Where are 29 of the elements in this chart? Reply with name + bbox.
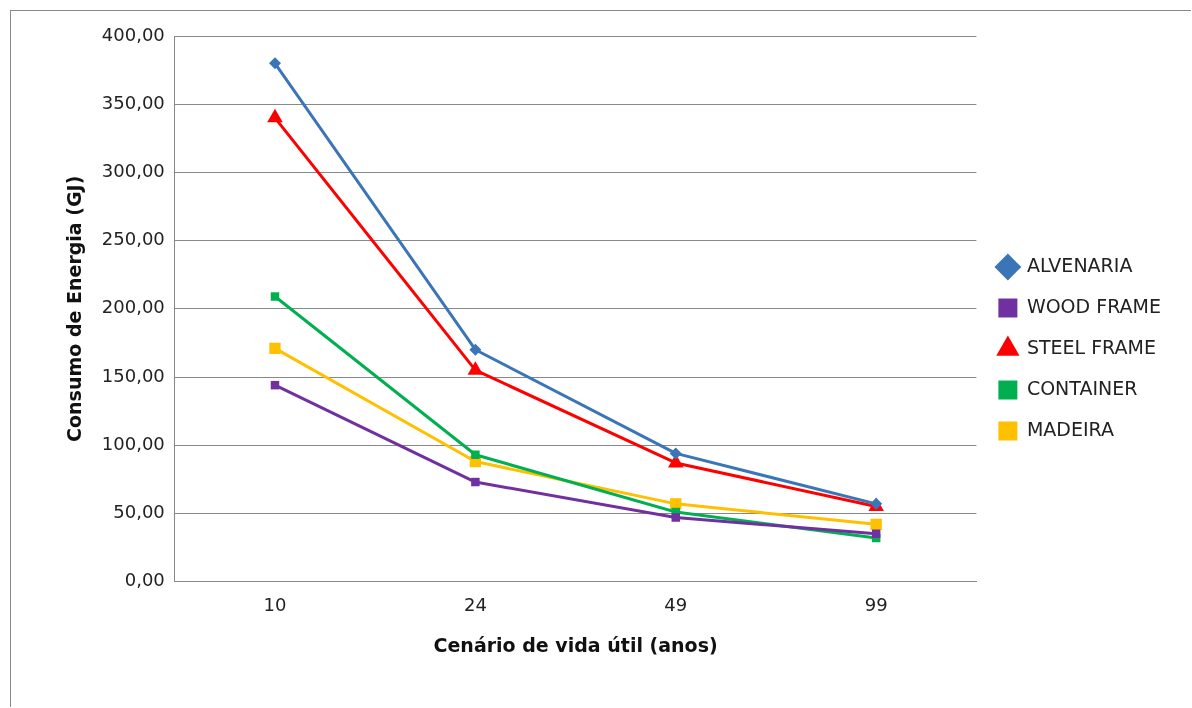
y-tick-label: 100,00: [101, 432, 165, 454]
legend-label: MADEIRA: [1026, 417, 1114, 440]
x-tick-label: 24: [463, 594, 487, 616]
x-tick-label: 49: [664, 594, 688, 616]
y-tick-label: 50,00: [113, 501, 165, 523]
point: [471, 477, 480, 487]
y-tick-label: 250,00: [101, 228, 165, 250]
point: [270, 292, 280, 301]
y-tick-label: 300,00: [101, 160, 165, 182]
point: [469, 343, 482, 356]
x-axis-title: Cenário de vida útil (anos): [433, 633, 718, 656]
y-axis-title: Consumo de Energia (GJ): [63, 175, 86, 442]
y-tick-label: 0,00: [124, 569, 165, 591]
point: [669, 447, 682, 460]
x-tick-label: 10: [263, 594, 287, 616]
legend-label: STEEL FRAME: [1026, 335, 1156, 358]
y-tick-label: 200,00: [101, 296, 165, 318]
point: [671, 513, 681, 522]
point: [870, 518, 882, 530]
legend-label: CONTAINER: [1026, 376, 1138, 399]
y-tick-label: 350,00: [101, 91, 165, 113]
y-tick-label: 400,00: [101, 23, 165, 45]
legend-label: ALVENARIA: [1026, 253, 1133, 276]
y-tick-label: 150,00: [101, 364, 165, 386]
legend-label: WOOD FRAME: [1026, 294, 1161, 317]
point: [269, 342, 281, 355]
x-tick-label: 99: [864, 594, 888, 616]
point: [268, 57, 281, 70]
point: [471, 450, 480, 459]
